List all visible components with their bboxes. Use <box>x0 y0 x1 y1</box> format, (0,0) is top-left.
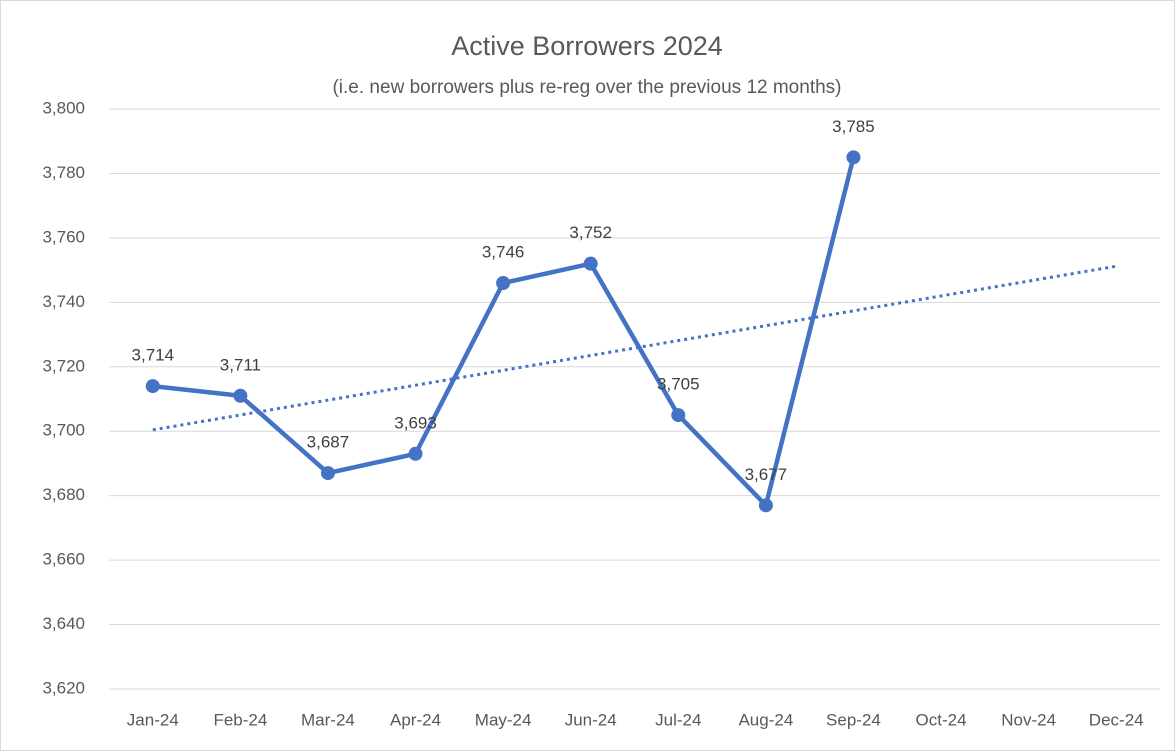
data-label: 3,711 <box>220 355 261 374</box>
data-point <box>583 256 598 271</box>
data-label: 3,705 <box>657 375 700 394</box>
x-tick-label: Jan-24 <box>127 710 179 729</box>
x-tick-label: Dec-24 <box>1089 710 1144 729</box>
y-tick-label: 3,620 <box>42 678 85 697</box>
x-tick-label: May-24 <box>475 710 532 729</box>
data-point <box>496 276 511 290</box>
x-tick-label: Feb-24 <box>213 710 267 729</box>
y-tick-label: 3,700 <box>42 421 85 440</box>
x-tick-label: Oct-24 <box>916 710 967 729</box>
data-point <box>408 446 423 461</box>
data-label: 3,677 <box>745 465 788 484</box>
data-point <box>233 388 248 403</box>
x-tick-label: Jun-24 <box>565 710 617 729</box>
chart-title: Active Borrowers 2024 <box>451 31 723 61</box>
x-tick-label: Nov-24 <box>1001 710 1056 729</box>
chart-subtitle: (i.e. new borrowers plus re-reg over the… <box>332 77 841 98</box>
y-tick-label: 3,760 <box>42 227 85 246</box>
data-point <box>320 466 335 481</box>
data-label: 3,693 <box>394 413 437 432</box>
x-tick-label: Sep-24 <box>826 710 881 729</box>
trendline <box>152 264 1117 432</box>
y-tick-label: 3,740 <box>42 292 85 311</box>
data-label: 3,746 <box>482 242 525 261</box>
data-label: 3,714 <box>132 346 175 365</box>
x-tick-label: Apr-24 <box>390 710 441 729</box>
data-label: 3,752 <box>569 223 612 242</box>
x-tick-label: Aug-24 <box>738 710 793 729</box>
data-point <box>671 408 686 423</box>
y-tick-label: 3,680 <box>42 485 85 504</box>
data-point <box>758 498 773 513</box>
x-tick-label: Mar-24 <box>301 710 355 729</box>
y-tick-label: 3,780 <box>42 163 85 182</box>
data-label: 3,785 <box>832 117 875 136</box>
data-label: 3,687 <box>307 433 350 452</box>
data-point <box>145 379 160 394</box>
x-tick-label: Jul-24 <box>655 710 701 729</box>
data-point <box>846 150 861 165</box>
y-tick-label: 3,660 <box>42 550 85 569</box>
y-tick-label: 3,640 <box>42 614 85 633</box>
y-tick-label: 3,800 <box>42 98 85 117</box>
y-tick-label: 3,720 <box>42 356 85 375</box>
